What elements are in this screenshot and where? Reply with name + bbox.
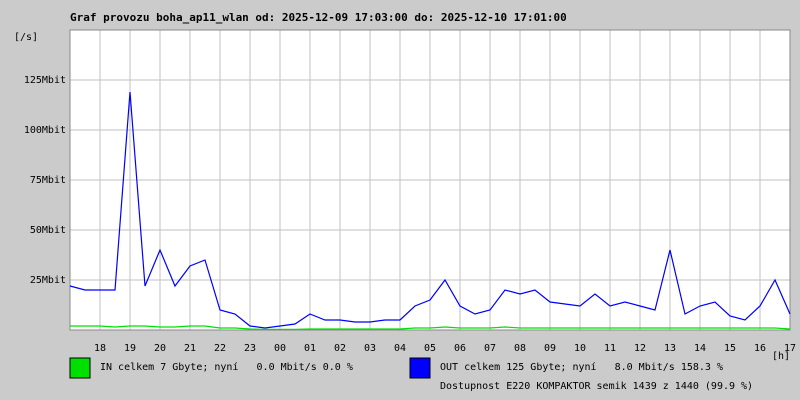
- legend-swatch: [409, 357, 431, 379]
- x-tick-label: 06: [454, 343, 466, 354]
- x-tick-label: 00: [274, 343, 286, 354]
- y-tick-label: 50Mbit: [30, 225, 66, 236]
- x-tick-label: 08: [514, 343, 526, 354]
- x-tick-label: 04: [394, 343, 406, 354]
- x-tick-label: 23: [244, 343, 256, 354]
- x-tick-label: 11: [604, 343, 616, 354]
- x-tick-label: 19: [124, 343, 136, 354]
- x-tick-label: 10: [574, 343, 586, 354]
- series-line: [69, 91, 791, 329]
- x-tick-label: 01: [304, 343, 316, 354]
- x-tick-label: 18: [94, 343, 106, 354]
- legend-swatch: [69, 357, 91, 379]
- x-tick-label: 12: [634, 343, 646, 354]
- x-tick-label: 09: [544, 343, 556, 354]
- legend-label: OUT celkem 125 Gbyte; nyní 8.0 Mbit/s 15…: [440, 361, 723, 373]
- x-tick-label: 05: [424, 343, 436, 354]
- x-tick-label: 02: [334, 343, 346, 354]
- x-tick-label: 21: [184, 343, 196, 354]
- y-tick-label: 125Mbit: [24, 75, 66, 86]
- x-tick-label: 03: [364, 343, 376, 354]
- series-line: [70, 325, 791, 330]
- x-tick-label: 14: [694, 343, 706, 354]
- x-tick-label: 07: [484, 343, 496, 354]
- x-tick-label: 22: [214, 343, 226, 354]
- y-tick-label: 100Mbit: [24, 125, 66, 136]
- x-tick-label: 15: [724, 343, 736, 354]
- availability-note: Dostupnost E220 KOMPAKTOR semik 1439 z 1…: [440, 381, 753, 392]
- plot-border: [69, 29, 791, 331]
- x-tick-label: 16: [754, 343, 766, 354]
- chart-title: Graf provozu boha_ap11_wlan od: 2025-12-…: [70, 11, 567, 24]
- y-axis-label: [/s]: [14, 32, 38, 43]
- x-tick-label: 13: [664, 343, 676, 354]
- y-tick-label: 25Mbit: [30, 275, 66, 286]
- x-axis-label: [h]: [772, 351, 790, 362]
- legend-label: IN celkem 7 Gbyte; nyní 0.0 Mbit/s 0.0 %: [100, 361, 353, 373]
- y-tick-label: 75Mbit: [30, 175, 66, 186]
- x-tick-label: 20: [154, 343, 166, 354]
- x-tick-label: 17: [784, 343, 796, 354]
